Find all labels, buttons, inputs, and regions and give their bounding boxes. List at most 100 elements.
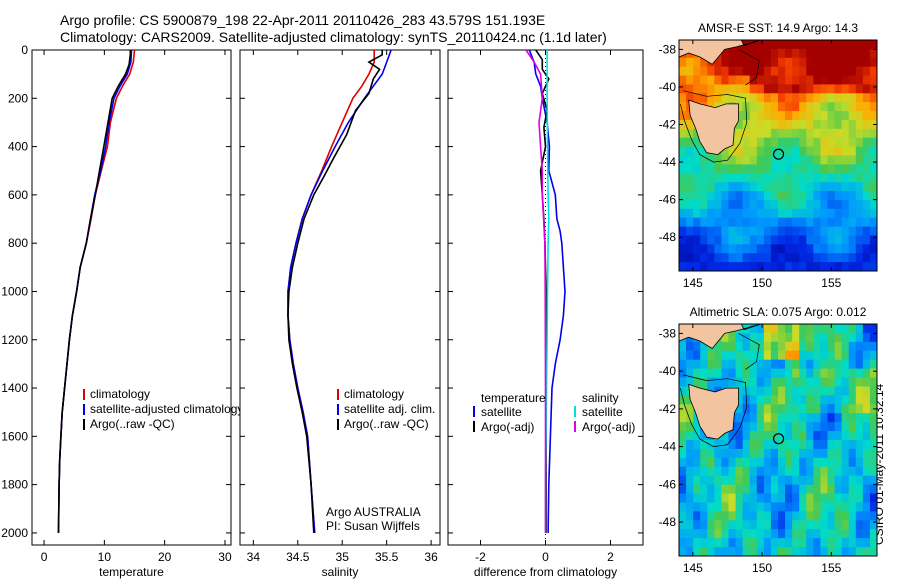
sla-map-cell [686,520,694,530]
sst-map-cell [778,217,786,228]
sst-map-cell [728,146,737,157]
sst-map-cell [813,84,822,94]
sla-map-cell [841,404,850,414]
sst-map-cell [785,40,793,50]
sst-map-cell [813,57,822,68]
sst-map-cell [756,137,765,148]
sla-map-cell [834,395,843,405]
sla-map-cell [756,448,765,459]
sla-map-ytick-label-2: -42 [659,402,677,416]
sst-map-cell [799,191,807,201]
sla-map-cell [862,422,871,432]
sst-map-cell [869,226,877,237]
sst-map-cell [756,93,765,103]
sst-map-cell [700,155,708,165]
sla-map-cell [820,511,829,521]
sst-map-cell [721,57,730,68]
sla-map-cell [742,350,751,361]
sla-map-cell [848,466,857,477]
sla-map-cell [707,368,715,379]
sst-map-cell [714,93,723,103]
sst-map-cell [742,93,751,103]
sst-map-cell [785,137,793,148]
sla-map-cell [770,395,779,405]
sst-map-cell [834,137,843,148]
sst-map-cell [841,146,850,157]
sla-map-title: Altimetric SLA: 0.075 Argo: 0.012 [690,305,867,319]
sst-map-cell [763,66,772,77]
sla-map-cell [679,538,687,548]
sla-map-cell [742,502,751,512]
sla-map-cell [707,520,715,530]
sst-map-cell [799,217,807,228]
sst-map-cell [756,208,765,219]
sst-map-cell [820,155,829,165]
sla-map-cell [756,386,765,396]
sla-map-cell [756,332,765,343]
sla-map-cell [756,359,765,370]
sla-map-cell [721,529,730,539]
sla-map-cell [827,359,836,370]
sla-map-cell [778,395,786,405]
sst-map-cell [693,164,701,174]
sst-map-cell [834,173,843,183]
sst-map-cell [693,137,701,148]
sla-map-cell [679,493,687,504]
sst-map-cell [763,48,772,59]
sst-map-cell [862,262,871,271]
sla-map-cell [735,395,744,405]
sst-map-cell [749,191,758,201]
sst-map-cell [862,119,871,130]
sla-map-cell [742,368,751,379]
sla-map-cell [679,368,687,379]
sla-map-cell [799,440,807,450]
sla-map-cell [785,386,793,396]
sst-map-cell [707,84,715,94]
sla-map-cell [770,324,779,334]
sst-map-cell [862,164,871,174]
sst-map-cell [735,137,744,148]
sla-map-cell [841,413,850,423]
sst-map-cell [813,119,822,130]
sla-map-cell [848,529,857,539]
sst-map-cell [700,146,708,157]
sst-map-cell [841,75,850,86]
sla-map-cell [756,395,765,405]
sst-map-cell [792,226,800,237]
difference-series-3 [525,50,547,533]
sst-map-cell [686,111,694,121]
sst-map-cell [742,235,751,245]
sst-map-cell [841,208,850,219]
sst-map-cell [806,164,814,174]
sla-map-cell [792,457,800,468]
sst-map-cell [749,262,758,271]
sla-map-cell [693,547,701,556]
sla-map-cell [799,359,807,370]
sla-map-cell [693,493,701,504]
sla-map-cell [742,448,751,459]
sst-map-cell [778,164,786,174]
sst-map-cell [785,146,793,157]
sla-map-cell [869,359,877,370]
sst-map-cell [778,208,786,219]
sst-map-cell [785,84,793,94]
sst-map-cell [735,66,744,77]
salinity-annotation-1: PI: Susan Wijffels [326,519,420,533]
sst-map-cell [834,57,843,68]
sst-map-cell [770,128,779,139]
sst-map-cell [785,208,793,219]
sla-map-cell [770,440,779,450]
sla-map-cell [700,511,708,521]
sla-map-cell [785,350,793,361]
sst-map-cell [841,182,850,192]
sst-map-cell [806,40,814,50]
sst-map-cell [756,191,765,201]
sst-map-cell [728,66,737,77]
sst-map-cell [735,244,744,254]
sst-map-cell [763,199,772,210]
sla-map-cell [742,422,751,432]
sst-map-cell [855,84,864,94]
sst-map-cell [799,262,807,271]
sla-map-cell [721,368,730,379]
sla-map-cell [756,431,765,441]
